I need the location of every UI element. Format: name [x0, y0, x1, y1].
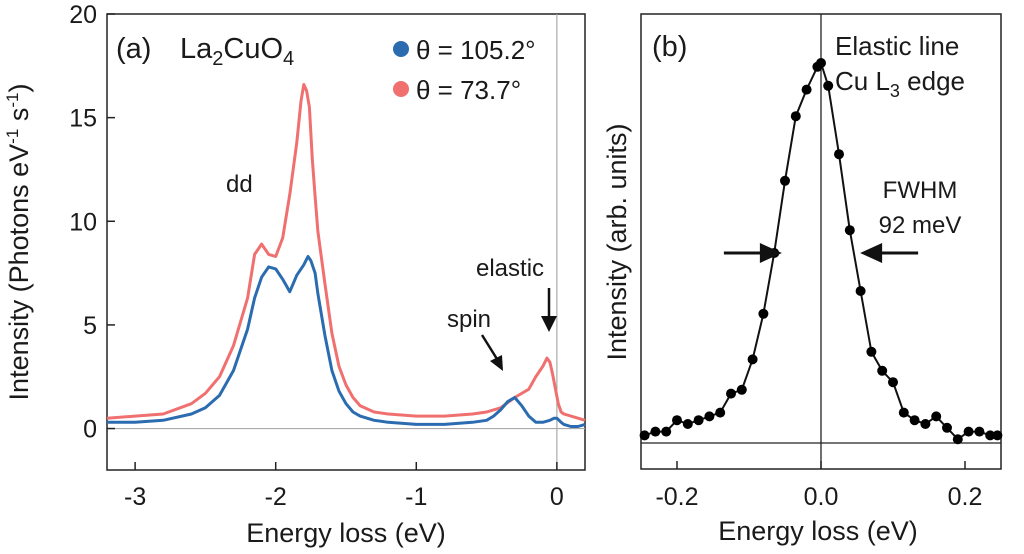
- x-tick-label: -1: [405, 483, 427, 511]
- data-point: [866, 346, 877, 357]
- x-axis-ticks: -3 -2 -1 0: [124, 462, 564, 511]
- panel-a: 0 5 10 15 20 -3 -2 -1 0 (a) La2CuO4 θ = 105.2° …: [3, 1, 586, 548]
- data-point: [823, 80, 834, 91]
- panel-a-label: (a): [116, 33, 151, 65]
- x-tick-label: -0.2: [655, 483, 698, 511]
- data-point: [639, 430, 650, 441]
- data-point: [992, 430, 1003, 441]
- data-point: [898, 407, 909, 418]
- data-point: [661, 426, 672, 437]
- y-tick-label: 5: [83, 312, 97, 340]
- title-edge: Cu L3 edge: [835, 66, 965, 101]
- data-point: [736, 384, 747, 395]
- x-tick-label: -2: [265, 483, 287, 511]
- legend-swatch-theta-73: [393, 81, 409, 97]
- data-point: [909, 415, 920, 426]
- data-point: [877, 365, 888, 376]
- data-point: [974, 426, 985, 437]
- x-tick-label: 0: [550, 483, 564, 511]
- fwhm-label: FWHM: [883, 177, 958, 204]
- annotation-spin: spin: [447, 306, 491, 333]
- data-point: [963, 426, 974, 437]
- legend-swatch-theta-105: [393, 41, 409, 57]
- data-point: [715, 407, 726, 418]
- y-tick-label: 15: [69, 105, 97, 133]
- data-point: [920, 419, 931, 429]
- data-point: [801, 84, 812, 95]
- annotation-dd: dd: [226, 171, 253, 198]
- x-axis-ticks: -0.2 0.0 0.2: [655, 461, 982, 511]
- x-tick-label: 0.0: [804, 483, 839, 511]
- data-point: [682, 419, 693, 429]
- elastic-arrow: [541, 288, 557, 332]
- legend-label-theta-73: θ = 73.7°: [416, 75, 521, 105]
- title-elastic-line: Elastic line: [835, 31, 959, 61]
- panel-a-frame: [106, 13, 586, 471]
- spin-arrow: [480, 334, 503, 371]
- x-tick-label: -3: [124, 483, 146, 511]
- data-point: [834, 149, 844, 160]
- data-point: [816, 58, 826, 68]
- compound-label: La2CuO4: [180, 33, 294, 70]
- data-point: [952, 434, 963, 445]
- legend: θ = 105.2° θ = 73.7°: [393, 35, 536, 105]
- fwhm-arrow-right: [860, 243, 919, 263]
- elastic-profile-points: [639, 58, 1003, 445]
- y-axis-label: Intensity (Photons eV-1 s-1): [3, 84, 34, 401]
- data-point: [888, 377, 898, 388]
- data-point: [985, 430, 996, 441]
- y-tick-label: 0: [83, 416, 97, 444]
- x-axis-label: Energy loss (eV): [718, 516, 918, 546]
- legend-label-theta-105: θ = 105.2°: [416, 35, 536, 65]
- panel-b: -0.2 0.0 0.2 (b) Elastic line Cu L3 edge F…: [602, 13, 1003, 546]
- fwhm-value: 92 meV: [879, 212, 962, 239]
- data-point: [726, 388, 736, 399]
- panel-b-label: (b): [652, 31, 687, 63]
- x-tick-label: 0.2: [948, 483, 983, 511]
- data-point: [942, 422, 952, 433]
- y-tick-label: 10: [69, 208, 97, 236]
- data-point: [747, 354, 758, 365]
- data-point: [650, 426, 661, 437]
- data-point: [790, 111, 801, 122]
- fwhm-arrow-left: [723, 243, 782, 263]
- data-point: [780, 175, 790, 186]
- series-line-theta-73: [106, 83, 586, 422]
- y-tick-label: 20: [69, 1, 97, 29]
- series-line-theta-105: [107, 255, 586, 428]
- data-point: [758, 308, 769, 319]
- data-point: [672, 415, 682, 426]
- x-axis-label: Energy loss (eV): [246, 518, 446, 548]
- y-axis-label: Intensity (arb. units): [602, 123, 632, 360]
- data-point: [855, 286, 866, 296]
- data-point: [704, 411, 715, 422]
- data-point: [693, 415, 704, 426]
- data-point: [931, 411, 942, 422]
- annotation-elastic: elastic: [476, 255, 544, 282]
- data-point: [844, 225, 855, 236]
- y-axis-ticks: 0 5 10 15 20: [69, 1, 115, 444]
